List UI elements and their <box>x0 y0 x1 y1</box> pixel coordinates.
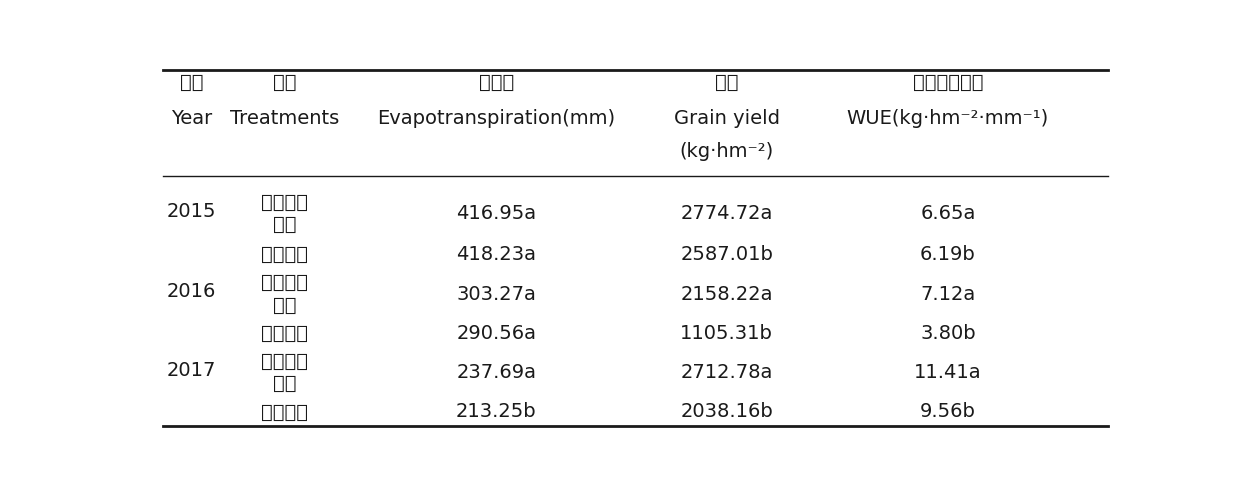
Text: 6.65a: 6.65a <box>920 204 976 223</box>
Text: 3.80b: 3.80b <box>920 324 976 343</box>
Text: 传统露地: 传统露地 <box>262 245 309 264</box>
Text: Year: Year <box>171 109 212 128</box>
Text: 2017: 2017 <box>167 361 216 380</box>
Text: 穴播: 穴播 <box>273 296 296 315</box>
Text: 年份: 年份 <box>180 73 203 92</box>
Text: 237.69a: 237.69a <box>456 363 536 382</box>
Text: 2712.78a: 2712.78a <box>681 363 773 382</box>
Text: 6.19b: 6.19b <box>920 245 976 264</box>
Text: 9.56b: 9.56b <box>920 402 976 421</box>
Text: 2038.16b: 2038.16b <box>681 402 774 421</box>
Text: 穴播: 穴播 <box>273 374 296 393</box>
Text: 213.25b: 213.25b <box>456 402 537 421</box>
Text: 传统露地: 传统露地 <box>262 402 309 421</box>
Text: 2774.72a: 2774.72a <box>681 204 773 223</box>
Text: 2015: 2015 <box>166 202 216 221</box>
Text: 全膜覆土: 全膜覆土 <box>262 193 309 212</box>
Text: (kg·hm⁻²): (kg·hm⁻²) <box>680 142 774 161</box>
Text: 7.12a: 7.12a <box>920 285 976 304</box>
Text: 303.27a: 303.27a <box>456 285 536 304</box>
Text: 传统露地: 传统露地 <box>262 324 309 343</box>
Text: 416.95a: 416.95a <box>456 204 536 223</box>
Text: 耗水量: 耗水量 <box>479 73 513 92</box>
Text: 11.41a: 11.41a <box>914 363 982 382</box>
Text: 全膜覆土: 全膜覆土 <box>262 273 309 293</box>
Text: 2158.22a: 2158.22a <box>681 285 773 304</box>
Text: 2016: 2016 <box>167 281 216 300</box>
Text: 穴播: 穴播 <box>273 215 296 234</box>
Text: 产量: 产量 <box>715 73 739 92</box>
Text: 290.56a: 290.56a <box>456 324 536 343</box>
Text: 2587.01b: 2587.01b <box>681 245 774 264</box>
Text: Treatments: Treatments <box>231 109 340 128</box>
Text: Evapotranspiration(mm): Evapotranspiration(mm) <box>377 109 615 128</box>
Text: Grain yield: Grain yield <box>673 109 780 128</box>
Text: WUE(kg·hm⁻²·mm⁻¹): WUE(kg·hm⁻²·mm⁻¹) <box>847 109 1049 128</box>
Text: 418.23a: 418.23a <box>456 245 536 264</box>
Text: 水分利用效率: 水分利用效率 <box>913 73 983 92</box>
Text: 1105.31b: 1105.31b <box>681 324 774 343</box>
Text: 全膜覆土: 全膜覆土 <box>262 352 309 371</box>
Text: 处理: 处理 <box>273 73 296 92</box>
